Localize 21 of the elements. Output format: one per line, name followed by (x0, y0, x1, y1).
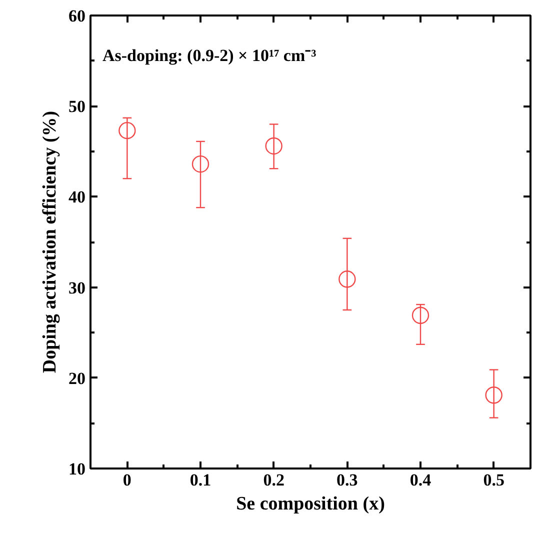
x-tick-label: 0.5 (483, 470, 504, 490)
x-axis-title: Se composition (x) (236, 494, 385, 514)
point (192, 156, 210, 173)
x-tick-label: 0.1 (190, 470, 212, 490)
annotation: As-doping: (0.9-2) × 10¹⁷ cm⁻³ (102, 46, 316, 65)
point (412, 306, 430, 324)
x-tick-label: 0.3 (336, 470, 358, 490)
y-tick-label: 10 (68, 460, 86, 478)
y-tick-label: 40 (68, 188, 86, 207)
x-tick-label: 0.2 (263, 470, 284, 490)
x-tick-label: 0 (122, 470, 132, 490)
y-axis-title: Doping activation efficiency (%) (40, 110, 60, 374)
point (485, 386, 502, 404)
y-tick-label: 50 (68, 97, 86, 116)
x-tick-label: 0.4 (410, 470, 432, 490)
point (118, 122, 136, 140)
y-tick-label: 60 (68, 6, 86, 26)
y-tick-label: 20 (68, 368, 86, 388)
point (265, 137, 282, 155)
y-tick-label: 30 (68, 278, 86, 298)
point (338, 270, 356, 288)
